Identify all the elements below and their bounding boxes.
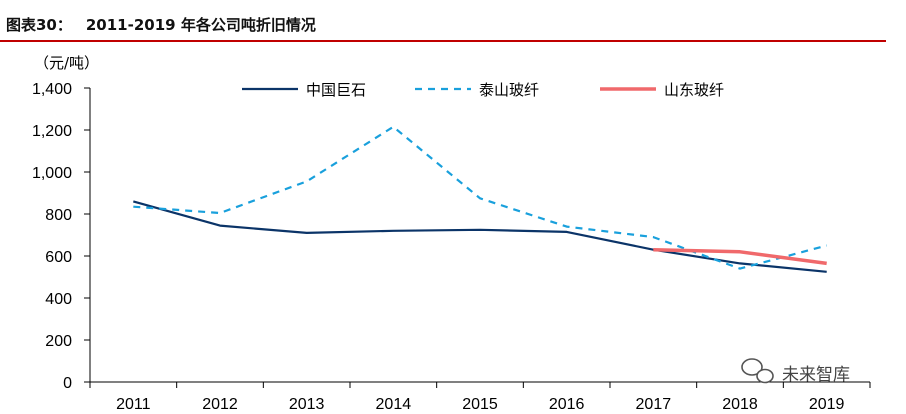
y-axis-unit-label: （元/吨）: [34, 54, 99, 72]
figure-label: 图表30：: [6, 16, 72, 34]
series-line-1: [133, 200, 827, 273]
y-tick-label: 400: [45, 291, 72, 308]
y-tick-label: 1,200: [32, 123, 72, 140]
legend-label-1: 中国巨石: [306, 81, 366, 99]
watermark-text: 未来智库: [782, 365, 850, 385]
chart-legend: 中国巨石 泰山玻纤 山东玻纤: [242, 81, 724, 99]
x-tick-label: 2013: [289, 396, 325, 413]
y-tick-label: 200: [45, 333, 72, 350]
x-tick-label: 2019: [809, 396, 845, 413]
x-tick-label: 2014: [376, 396, 412, 413]
legend-label-2: 泰山玻纤: [479, 81, 539, 99]
y-tick-label: 600: [45, 249, 72, 266]
x-tick-label: 2016: [549, 396, 585, 413]
wechat-icon: [741, 358, 774, 384]
x-tick-label: 2011: [116, 396, 151, 413]
y-tick-label: 0: [63, 375, 72, 392]
x-tick-label: 2018: [722, 396, 758, 413]
y-tick-label: 1,400: [32, 81, 72, 98]
x-tick-label: 2012: [202, 396, 238, 413]
series-line-3: [653, 247, 827, 266]
legend-label-3: 山东玻纤: [664, 81, 724, 99]
figure-header: 图表30： 2011-2019 年各公司吨折旧情况: [6, 14, 316, 35]
figure-title: 2011-2019 年各公司吨折旧情况: [85, 16, 316, 34]
y-tick-label: 1,000: [32, 165, 72, 182]
watermark: 未来智库: [741, 358, 850, 385]
chart-axes: 0 200 400 600 800 1,000 1,200 1,400 2011 2012 2013…: [32, 81, 871, 413]
x-tick-label: 2017: [636, 396, 672, 413]
y-tick-label: 800: [45, 207, 72, 224]
header-rule: [0, 40, 886, 42]
series-line-2: [133, 125, 827, 270]
x-tick-label: 2015: [462, 396, 498, 413]
series-layer: [133, 125, 827, 273]
